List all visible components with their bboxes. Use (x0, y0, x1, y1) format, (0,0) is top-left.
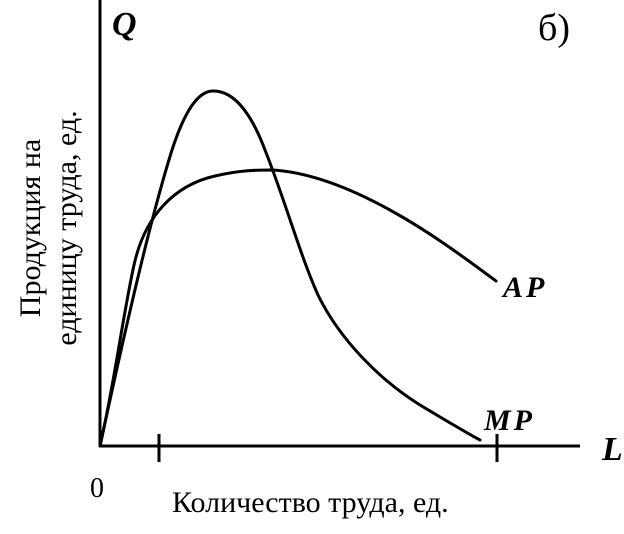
ap-curve-label: AP (501, 271, 547, 304)
mp-curve-label: MP (483, 404, 535, 437)
y-axis-title-line1: Продукция на (14, 139, 47, 317)
x-axis-title: Количество труда, ед. (172, 486, 449, 519)
panel-label: б) (538, 7, 570, 49)
origin-label: 0 (90, 473, 104, 504)
y-axis-symbol: Q (112, 6, 137, 43)
ap-curve (98, 168, 498, 448)
x-axis-symbol: L (601, 431, 623, 468)
mp-curve (98, 89, 482, 448)
y-axis-title-line2: единицу труда, ед. (50, 110, 83, 345)
